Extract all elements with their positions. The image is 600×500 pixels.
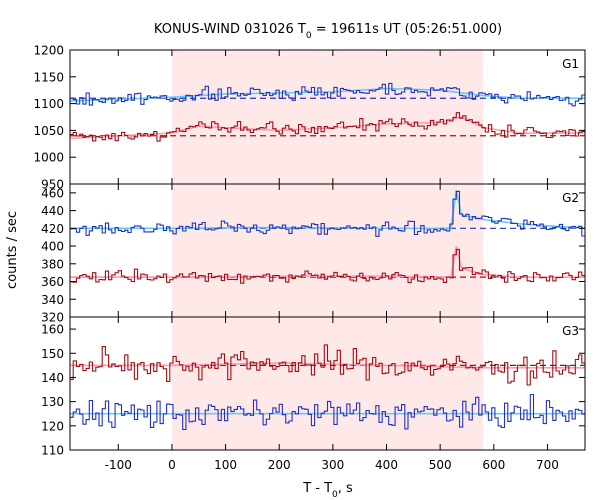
- panel-g2-blue-model-curve: [70, 190, 586, 230]
- x-axis-label-subscript: 0: [332, 490, 338, 500]
- x-tick-label: 700: [536, 458, 559, 472]
- panel-g3-blue-count-rate: [70, 393, 585, 431]
- panel-g2-y-tick-label: 420: [41, 222, 64, 236]
- panel-g3-y-tick-label: 160: [41, 323, 64, 337]
- panel-g3-label: G3: [562, 324, 579, 338]
- chart-title-subscript: 0: [306, 31, 312, 41]
- panel-g3-y-tick-label: 130: [41, 395, 64, 409]
- panel-g2-y-tick-label: 380: [41, 257, 64, 271]
- panel-g3-y-tick-label: 140: [41, 371, 64, 385]
- x-tick-label: 300: [321, 458, 344, 472]
- panel-g1-y-tick-label: 1100: [33, 97, 64, 111]
- panel-g2-red-model-curve: [70, 245, 585, 278]
- panel-g2-y-tick-label: 400: [41, 240, 64, 254]
- x-tick-label: -100: [105, 458, 132, 472]
- panel-g2-y-tick-label: 340: [41, 293, 64, 307]
- panel-g1-blue-count-rate: [70, 82, 585, 107]
- panel-g2-y-tick-label: 460: [41, 186, 64, 200]
- panel-g2-label: G2: [562, 191, 579, 205]
- panel-g1-red-count-rate: [70, 112, 585, 142]
- panel-g1-label: G1: [562, 57, 579, 71]
- panel-g2-y-tick-label: 360: [41, 275, 64, 289]
- panel-g2-y-tick-label: 320: [41, 311, 64, 325]
- x-tick-label: 500: [429, 458, 452, 472]
- panel-g3-y-tick-label: 110: [41, 444, 64, 458]
- panel-g3-y-tick-label: 120: [41, 419, 64, 433]
- panel-g2-y-tick-label: 440: [41, 204, 64, 218]
- x-tick-label: 400: [375, 458, 398, 472]
- panel-g3-red-count-rate: [70, 344, 585, 386]
- x-axis-label: T - T0, s: [302, 481, 353, 500]
- chart-title: KONUS-WIND 031026 T0 = 19611s UT (05:26:…: [154, 22, 502, 41]
- x-tick-label: 0: [168, 458, 176, 472]
- panel-g1-y-tick-label: 1150: [33, 70, 64, 84]
- panel-g2-red-count-rate: [70, 248, 585, 284]
- x-tick-label: 200: [268, 458, 291, 472]
- panel-g3-red-model-curve: [70, 362, 585, 369]
- x-tick-label: 100: [214, 458, 237, 472]
- panel-g3-frame: [69, 316, 586, 451]
- y-axis-label: counts / sec: [5, 211, 20, 289]
- panel-g2-blue-count-rate: [70, 190, 585, 237]
- panel-g1-y-tick-label: 950: [41, 178, 64, 192]
- panel-g3-y-tick-label: 150: [41, 347, 64, 361]
- panel-g1-y-tick-label: 1000: [33, 151, 64, 165]
- panel-g1-y-tick-label: 1200: [33, 44, 64, 58]
- burst-interval-shade: [171, 50, 484, 450]
- panel-g1-y-tick-label: 1050: [33, 124, 64, 138]
- x-tick-label: 600: [482, 458, 505, 472]
